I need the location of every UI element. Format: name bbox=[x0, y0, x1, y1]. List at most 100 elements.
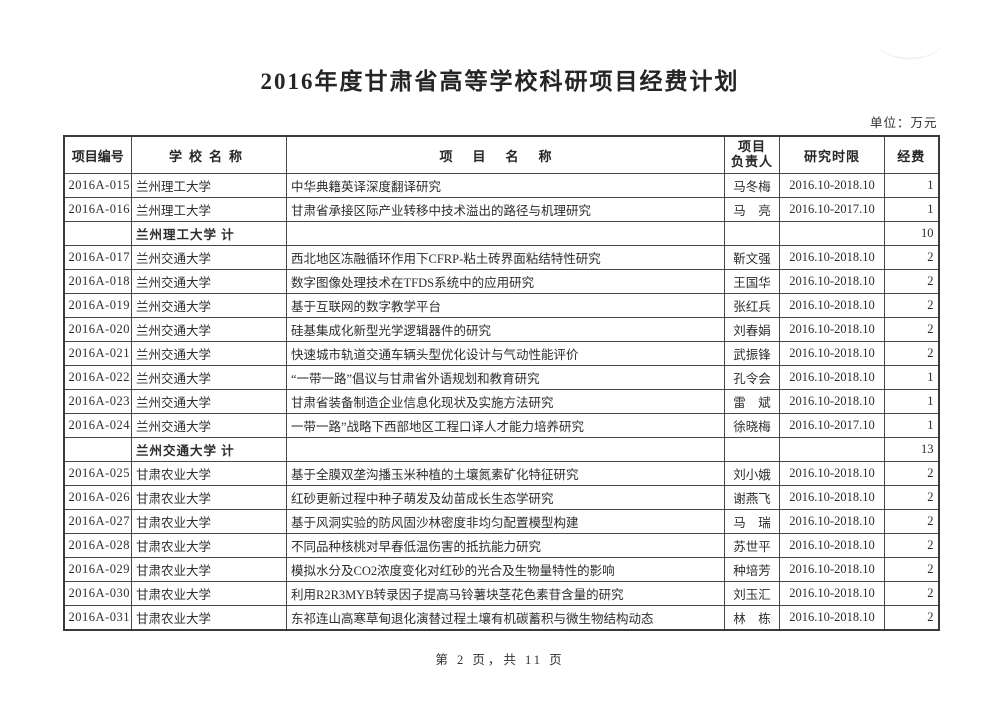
research-period-cell: 2016.10-2018.10 bbox=[779, 341, 885, 366]
project-title-cell: 基于全膜双垄沟播玉米种植的土壤氮素矿化特征研究 bbox=[286, 461, 725, 486]
project-id-cell: 2016A-027 bbox=[63, 509, 132, 534]
table-row: 2016A-020 兰州交通大学 硅基集成化新型光学逻辑器件的研究 刘春娟 2016.1… bbox=[63, 317, 939, 342]
header-school-name: 学校名称 bbox=[131, 135, 287, 174]
school-name-cell: 甘肃农业大学 bbox=[131, 557, 287, 582]
project-id-cell: 2016A-021 bbox=[63, 341, 132, 366]
project-title-cell: 中华典籍英译深度翻译研究 bbox=[286, 173, 725, 198]
project-id-cell bbox=[63, 221, 132, 246]
school-name-cell: 兰州理工大学 bbox=[131, 197, 287, 222]
project-id-cell: 2016A-030 bbox=[63, 581, 132, 606]
project-title-cell: 模拟水分及CO2浓度变化对红砂的光合及生物量特性的影响 bbox=[286, 557, 725, 582]
project-id-cell: 2016A-018 bbox=[63, 269, 132, 294]
research-period-cell: 2016.10-2018.10 bbox=[779, 581, 885, 606]
header-project-leader-line2: 负责人 bbox=[730, 154, 773, 169]
project-id-cell: 2016A-025 bbox=[63, 461, 132, 486]
funding-amount-cell: 10 bbox=[884, 221, 939, 246]
research-period-cell bbox=[779, 221, 885, 246]
table-row: 2016A-026 甘肃农业大学 红砂更新过程中种子萌发及幼苗成长生态学研究 谢燕飞 2… bbox=[63, 485, 939, 510]
school-name-cell: 兰州交通大学 bbox=[131, 365, 287, 390]
school-name-cell: 兰州交通大学 bbox=[131, 293, 287, 318]
research-period-cell: 2016.10-2018.10 bbox=[779, 509, 885, 534]
project-title-cell: 基于风洞实验的防风固沙林密度非均匀配置模型构建 bbox=[286, 509, 725, 534]
table-row: 2016A-027 甘肃农业大学 基于风洞实验的防风固沙林密度非均匀配置模型构建马 … bbox=[63, 509, 939, 534]
project-leader-cell: 马冬梅 bbox=[724, 173, 780, 198]
school-name-cell: 兰州交通大学 bbox=[131, 245, 287, 270]
project-id-cell: 2016A-015 bbox=[63, 173, 132, 198]
unit-note: 单位：万元 bbox=[869, 116, 938, 130]
funding-amount-cell: 1 bbox=[884, 173, 939, 198]
table-row: 2016A-030 甘肃农业大学 利用R2R3MYB转录因子提高马铃薯块茎花色素苷含… bbox=[63, 581, 939, 606]
table-row: 2016A-016 兰州理工大学 甘肃省承接区际产业转移中技术溢出的路径与机理研究马… bbox=[63, 197, 939, 222]
school-name-cell: 兰州理工大学 bbox=[131, 173, 287, 198]
research-period-cell: 2016.10-2018.10 bbox=[779, 269, 885, 294]
project-id-cell: 2016A-023 bbox=[63, 389, 132, 414]
subtotal-row: 兰州交通大学 计 13 bbox=[63, 437, 939, 462]
project-id-cell: 2016A-031 bbox=[63, 605, 132, 631]
project-leader-cell: 武振锋 bbox=[724, 341, 780, 366]
funding-amount-cell: 1 bbox=[884, 197, 939, 222]
document-title: 2016年度甘肃省高等学校科研项目经费计划 bbox=[260, 69, 740, 94]
project-id-cell: 2016A-016 bbox=[63, 197, 132, 222]
table-row: 2016A-029 甘肃农业大学 模拟水分及CO2浓度变化对红砂的光合及生物量特性的… bbox=[63, 557, 939, 582]
project-leader-cell: 雷 斌 bbox=[724, 389, 780, 414]
project-title-cell: “一带一路”倡议与甘肃省外语规划和教育研究 bbox=[286, 365, 725, 390]
project-leader-cell: 刘小娥 bbox=[724, 461, 780, 486]
funding-amount-cell: 13 bbox=[884, 437, 939, 462]
table-row: 2016A-025 甘肃农业大学 基于全膜双垄沟播玉米种植的土壤氮素矿化特征研究 刘小… bbox=[63, 461, 939, 486]
project-title-cell: 不同品种核桃对早春低温伤害的抵抗能力研究 bbox=[286, 533, 725, 558]
school-name-cell: 甘肃农业大学 bbox=[131, 533, 287, 558]
project-id-cell: 2016A-017 bbox=[63, 245, 132, 270]
research-period-cell: 2016.10-2018.10 bbox=[779, 533, 885, 558]
school-name-cell: 兰州理工大学 计 bbox=[131, 221, 287, 246]
project-id-cell: 2016A-026 bbox=[63, 485, 132, 510]
table-header-row: 项目编号 学校名称 项目名称 项目 负责人 研究时限 经费 bbox=[63, 135, 939, 174]
project-title-cell bbox=[286, 437, 725, 462]
project-leader-cell bbox=[724, 221, 780, 246]
project-id-cell: 2016A-022 bbox=[63, 365, 132, 390]
project-title-cell: 甘肃省承接区际产业转移中技术溢出的路径与机理研究 bbox=[286, 197, 725, 222]
project-leader-cell: 谢燕飞 bbox=[724, 485, 780, 510]
subtotal-row: 兰州理工大学 计 10 bbox=[63, 221, 939, 246]
project-id-cell: 2016A-024 bbox=[63, 413, 132, 438]
project-leader-cell: 林 栋 bbox=[724, 605, 780, 631]
project-id-cell: 2016A-028 bbox=[63, 533, 132, 558]
project-id-cell: 2016A-029 bbox=[63, 557, 132, 582]
research-period-cell: 2016.10-2018.10 bbox=[779, 317, 885, 342]
project-leader-cell: 刘玉汇 bbox=[724, 581, 780, 606]
project-title-cell: 数字图像处理技术在TFDS系统中的应用研究 bbox=[286, 269, 725, 294]
funding-amount-cell: 2 bbox=[884, 557, 939, 582]
project-leader-cell: 马 亮 bbox=[724, 197, 780, 222]
research-period-cell: 2016.10-2018.10 bbox=[779, 557, 885, 582]
table-row: 2016A-015 兰州理工大学 中华典籍英译深度翻译研究 马冬梅 2016.10-20… bbox=[63, 173, 939, 198]
table-row: 2016A-024 兰州交通大学 一带一路”战略下西部地区工程口译人才能力培养研究徐… bbox=[63, 413, 939, 438]
funding-amount-cell: 2 bbox=[884, 581, 939, 606]
funding-amount-cell: 2 bbox=[884, 461, 939, 486]
project-id-cell: 2016A-019 bbox=[63, 293, 132, 318]
project-leader-cell: 靳文强 bbox=[724, 245, 780, 270]
school-name-cell: 兰州交通大学 bbox=[131, 389, 287, 414]
project-title-cell: 一带一路”战略下西部地区工程口译人才能力培养研究 bbox=[286, 413, 725, 438]
school-name-cell: 甘肃农业大学 bbox=[131, 605, 287, 631]
school-name-cell: 兰州交通大学 bbox=[131, 269, 287, 294]
research-period-cell: 2016.10-2018.10 bbox=[779, 485, 885, 510]
school-name-cell: 甘肃农业大学 bbox=[131, 461, 287, 486]
project-title-cell: 硅基集成化新型光学逻辑器件的研究 bbox=[286, 317, 725, 342]
project-title-cell bbox=[286, 221, 725, 246]
project-title-cell: 基于互联网的数字教学平台 bbox=[286, 293, 725, 318]
school-name-cell: 兰州交通大学 bbox=[131, 317, 287, 342]
project-title-cell: 利用R2R3MYB转录因子提高马铃薯块茎花色素苷含量的研究 bbox=[286, 581, 725, 606]
research-period-cell: 2016.10-2018.10 bbox=[779, 461, 885, 486]
research-period-cell: 2016.10-2018.10 bbox=[779, 389, 885, 414]
table-row: 2016A-018 兰州交通大学 数字图像处理技术在TFDS系统中的应用研究 王国华 2… bbox=[63, 269, 939, 294]
funding-amount-cell: 2 bbox=[884, 509, 939, 534]
research-period-cell: 2016.10-2018.10 bbox=[779, 605, 885, 631]
school-name-cell: 甘肃农业大学 bbox=[131, 485, 287, 510]
project-leader-cell: 种培芳 bbox=[724, 557, 780, 582]
school-name-cell: 兰州交通大学 bbox=[131, 413, 287, 438]
project-title-cell: 快速城市轨道交通车辆头型优化设计与气动性能评价 bbox=[286, 341, 725, 366]
project-leader-cell bbox=[724, 437, 780, 462]
funding-amount-cell: 1 bbox=[884, 389, 939, 414]
project-leader-cell: 苏世平 bbox=[724, 533, 780, 558]
